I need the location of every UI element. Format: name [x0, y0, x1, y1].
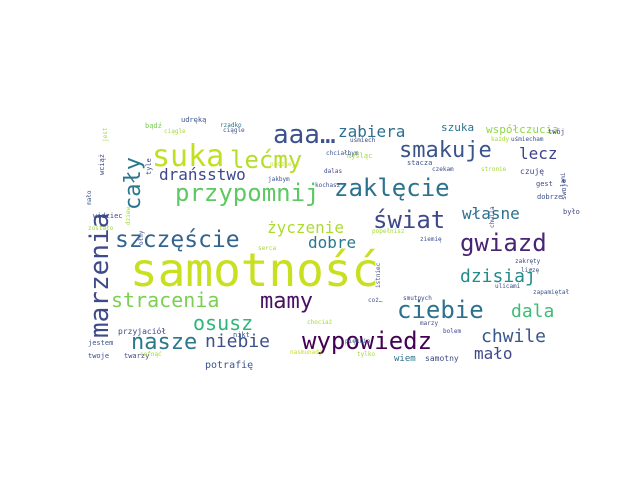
cloud-word: rzadko — [220, 122, 242, 129]
cloud-word: szuka — [441, 121, 474, 134]
cloud-word: potrafię — [205, 360, 253, 371]
cloud-word: serca — [258, 245, 276, 252]
cloud-word: myśląc — [347, 152, 372, 160]
cloud-word: każdy — [491, 136, 509, 143]
cloud-word: cofnąć — [140, 351, 162, 358]
cloud-word: aaa… — [273, 120, 336, 150]
cloud-word: cały — [121, 157, 146, 210]
cloud-word: twój — [548, 128, 565, 136]
cloud-word: wciąż — [98, 154, 106, 175]
cloud-word: zabiera — [338, 122, 405, 141]
cloud-word: jestem — [88, 339, 113, 347]
cloud-word: nasze — [131, 330, 197, 355]
cloud-word: własne — [462, 204, 520, 223]
cloud-word: dobre — [308, 233, 356, 252]
cloud-word: samotny — [425, 354, 459, 363]
cloud-word: przyjaciół — [118, 326, 166, 336]
cloud-word: gest — [536, 180, 553, 188]
cloud-word: lećmy — [230, 146, 302, 174]
cloud-word: mamy — [260, 289, 313, 314]
cloud-word: niebie — [205, 331, 270, 352]
cloud-word: tyle — [145, 158, 153, 175]
cloud-word: samotność — [130, 243, 379, 297]
cloud-word: liczę — [521, 267, 539, 274]
cloud-word: widziec — [93, 212, 123, 220]
cloud-word: ciągle — [223, 127, 245, 134]
cloud-word: lami — [560, 172, 567, 187]
cloud-word: zapamiętał — [533, 289, 570, 296]
cloud-word: nikt — [233, 331, 250, 339]
cloud-word: swoje — [560, 179, 568, 200]
cloud-word: uśmiecham — [511, 136, 544, 143]
cloud-word: ciebie — [397, 296, 484, 324]
cloud-word: bądź — [145, 122, 162, 130]
cloud-word: wiem — [394, 354, 416, 364]
cloud-word: dalas — [324, 168, 342, 175]
cloud-word: czuję — [520, 167, 544, 176]
cloud-word: nadzieje — [270, 161, 299, 168]
cloud-word: było — [563, 208, 580, 216]
cloud-word: dala — [511, 301, 554, 322]
cloud-word: lecz — [519, 144, 558, 163]
cloud-word: bolem — [443, 328, 461, 335]
cloud-word: udręką — [181, 116, 206, 124]
cloud-word: uśmiech — [350, 137, 376, 144]
cloud-word: współczucia — [486, 123, 559, 136]
cloud-word: marzenia — [85, 213, 115, 338]
cloud-word: popełnisz — [372, 228, 405, 235]
cloud-word: dobrze — [537, 193, 562, 201]
cloud-word: ciągle — [164, 128, 186, 135]
cloud-word: czekam — [432, 166, 454, 173]
cloud-word: mało — [474, 344, 513, 363]
cloud-word: świat — [373, 206, 445, 234]
cloud-word: mało — [86, 190, 93, 205]
cloud-word: stronie — [481, 166, 507, 173]
cloud-word: ulicami — [495, 283, 521, 290]
cloud-word: suka — [152, 139, 224, 174]
cloud-word: stracenia — [111, 288, 219, 312]
cloud-word: kochasz — [315, 182, 341, 189]
cloud-word: chwila — [489, 206, 496, 228]
cloud-word: zakręty — [515, 258, 541, 265]
cloud-word: przypomnij — [175, 179, 320, 207]
cloud-word: ziemię — [420, 236, 442, 243]
cloud-word: chociaż — [307, 319, 333, 326]
cloud-word: drańsstwo — [159, 165, 246, 184]
cloud-word: zaklęcie — [334, 174, 450, 202]
cloud-word: marzy — [420, 320, 438, 327]
cloud-word: zostało — [88, 225, 114, 232]
cloud-word: ołny — [138, 230, 145, 245]
cloud-word: chciałbym — [326, 150, 359, 157]
cloud-word: nasmunadj — [290, 349, 323, 356]
cloud-word: twarzy — [124, 352, 149, 360]
cloud-word: istniec — [375, 262, 382, 288]
cloud-word: tylko — [357, 351, 375, 358]
cloud-word: osusz — [193, 311, 253, 335]
cloud-word: twoje — [88, 352, 109, 360]
cloud-word: stacza — [407, 159, 432, 167]
cloud-word: dzisiaj — [460, 266, 536, 287]
cloud-word: smutnych — [403, 295, 432, 302]
cloud-word: gwiazd — [460, 229, 547, 257]
cloud-word: pięknie — [345, 338, 371, 345]
cloud-word: życzenie — [267, 218, 344, 237]
cloud-word: jest — [102, 127, 109, 142]
cloud-word: chwile — [481, 326, 546, 347]
cloud-word: szczęście — [115, 227, 240, 253]
cloud-word: dziew — [125, 207, 132, 225]
cloud-word: coż… — [368, 297, 383, 304]
cloud-word: jakbym — [268, 176, 290, 183]
cloud-word: wypowiedz — [302, 327, 432, 355]
cloud-word: smakuje — [399, 138, 492, 163]
